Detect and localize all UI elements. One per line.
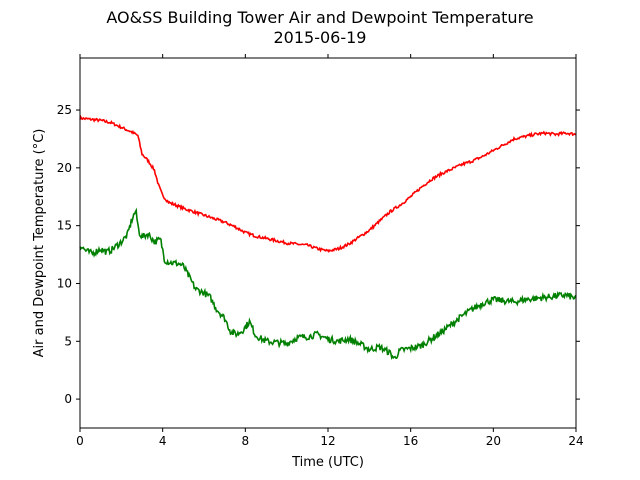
chart-subtitle: 2015-06-19 — [273, 28, 367, 47]
series-line-1 — [79, 207, 577, 360]
chart-title: AO&SS Building Tower Air and Dewpoint Te… — [106, 8, 534, 27]
x-axis-label: Time (UTC) — [291, 455, 364, 470]
x-tick-label: 20 — [486, 434, 501, 448]
series-line-0 — [79, 114, 577, 253]
x-tick-label: 0 — [76, 434, 84, 448]
x-tick-label: 16 — [403, 434, 418, 448]
x-tick-label: 8 — [242, 434, 250, 448]
y-tick-label: 0 — [64, 392, 72, 406]
y-tick-label: 10 — [57, 276, 72, 290]
y-tick-label: 25 — [57, 103, 72, 117]
x-tick-label: 4 — [159, 434, 167, 448]
x-axis: 0 4 8 12 16 20 24 — [76, 54, 584, 448]
y-axis-label: Air and Dewpoint Temperature (°C) — [32, 129, 47, 358]
y-tick-label: 15 — [57, 219, 72, 233]
x-tick-label: 24 — [568, 434, 583, 448]
y-tick-label: 5 — [64, 334, 72, 348]
y-tick-label: 20 — [57, 161, 72, 175]
plot-lines — [79, 114, 577, 360]
y-axis: 0 5 10 15 20 25 — [57, 103, 580, 406]
x-tick-label: 12 — [320, 434, 335, 448]
